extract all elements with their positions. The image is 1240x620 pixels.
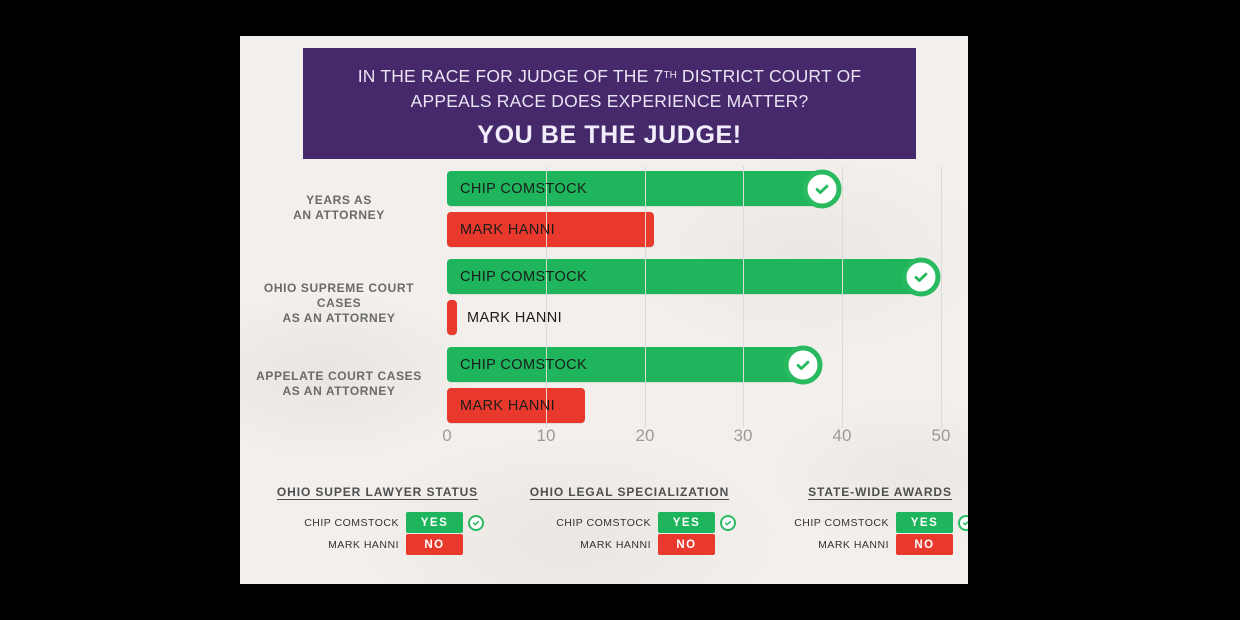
- category-label-line: YEARS AS: [306, 193, 372, 207]
- plot-area: CHIP COMSTOCK MARK HANNI CHIP COMSTOCK M…: [442, 164, 950, 459]
- table-row: CHIP COMSTOCK YES: [785, 512, 968, 533]
- candidate-name: MARK HANNI: [580, 538, 651, 551]
- header-question-line2: APPEALS RACE DOES EXPERIENCE MATTER?: [410, 91, 809, 111]
- bar-row-comstock-supreme: CHIP COMSTOCK: [447, 257, 941, 296]
- candidate-name: CHIP COMSTOCK: [304, 516, 399, 529]
- x-axis-tick-label: 0: [442, 426, 452, 445]
- category-label-line: AS AN ATTORNEY: [282, 311, 396, 325]
- candidate-name: CHIP COMSTOCK: [794, 516, 889, 529]
- checkmark-icon: [720, 514, 736, 531]
- bar-comstock-years: [447, 169, 842, 208]
- table-title: STATE-WIDE AWARDS: [808, 485, 952, 499]
- table-row: MARK HANNI NO: [270, 534, 485, 555]
- category-label-line: OHIO SUPREME COURT CASES: [263, 281, 415, 310]
- checkmark-icon: [802, 169, 842, 208]
- header-ordinal-superscript: TH: [663, 70, 677, 81]
- bar-label-chip-comstock: CHIP COMSTOCK: [460, 268, 588, 285]
- candidate-name: MARK HANNI: [328, 538, 399, 551]
- experience-bar-chart: YEARS AS AN ATTORNEY OHIO SUPREME COURT …: [240, 164, 968, 459]
- no-badge: NO: [896, 534, 953, 555]
- bar-label-chip-comstock: CHIP COMSTOCK: [460, 356, 588, 373]
- checkmark-icon: [958, 514, 968, 531]
- checkmark-icon: [901, 257, 941, 296]
- no-badge: NO: [406, 534, 463, 555]
- bar-row-comstock-appellate: CHIP COMSTOCK: [447, 345, 941, 384]
- bar-label-chip-comstock: CHIP COMSTOCK: [460, 180, 588, 197]
- header-banner: IN THE RACE FOR JUDGE OF THE 7TH DISTRIC…: [303, 48, 916, 159]
- table-title: OHIO LEGAL SPECIALIZATION: [529, 485, 730, 499]
- x-axis-tick-label: 10: [536, 426, 556, 445]
- table-legal-specialization: OHIO LEGAL SPECIALIZATION CHIP COMSTOCK …: [522, 485, 737, 556]
- infographic-canvas: IN THE RACE FOR JUDGE OF THE 7TH DISTRIC…: [240, 36, 968, 584]
- bar-row-comstock-years: CHIP COMSTOCK: [447, 169, 941, 208]
- table-state-wide-awards: STATE-WIDE AWARDS CHIP COMSTOCK YES MARK…: [785, 485, 968, 556]
- no-badge: NO: [658, 534, 715, 555]
- table-row: CHIP COMSTOCK YES: [270, 512, 485, 533]
- header-question-line1-text: IN THE RACE FOR JUDGE OF THE 7: [357, 66, 664, 86]
- bar-label-mark-hanni: MARK HANNI: [460, 397, 556, 414]
- gridline: [743, 166, 744, 428]
- category-label-years-attorney: YEARS AS AN ATTORNEY: [240, 193, 438, 223]
- yes-badge: YES: [896, 512, 953, 533]
- checkmark-icon: [783, 345, 823, 384]
- category-label-line: AN ATTORNEY: [293, 208, 385, 222]
- candidate-name: MARK HANNI: [818, 538, 889, 551]
- bar-hanni-supreme: [447, 300, 457, 335]
- header-tagline: YOU BE THE JUDGE!: [477, 121, 742, 149]
- bar-hanni-years: [447, 212, 655, 247]
- bar-row-hanni-appellate: MARK HANNI: [447, 388, 941, 423]
- header-question-line1: IN THE RACE FOR JUDGE OF THE 7TH DISTRIC…: [303, 64, 916, 89]
- yes-badge: YES: [406, 512, 463, 533]
- bar-row-hanni-supreme: MARK HANNI: [447, 300, 941, 335]
- checkmark-icon: [468, 514, 484, 531]
- x-axis-tick-label: 40: [832, 426, 852, 445]
- gridline: [645, 166, 646, 428]
- category-label-appellate-court-cases: APPELATE COURT CASES AS AN ATTORNEY: [240, 369, 438, 399]
- gridline: [546, 166, 547, 428]
- x-axis-tick-label: 20: [635, 426, 655, 445]
- candidate-name: CHIP COMSTOCK: [556, 516, 651, 529]
- table-super-lawyer-status: OHIO SUPER LAWYER STATUS CHIP COMSTOCK Y…: [270, 485, 485, 556]
- gridline: [842, 166, 843, 428]
- header-question-line1-suffix: DISTRICT COURT OF: [676, 66, 862, 86]
- category-label-line: AS AN ATTORNEY: [282, 384, 396, 398]
- bar-label-mark-hanni: MARK HANNI: [460, 221, 556, 238]
- table-row: MARK HANNI NO: [785, 534, 968, 555]
- table-title: OHIO SUPER LAWYER STATUS: [276, 485, 479, 499]
- gridline: [941, 166, 942, 428]
- bar-row-hanni-years: MARK HANNI: [447, 212, 941, 247]
- table-row: CHIP COMSTOCK YES: [522, 512, 737, 533]
- table-row: MARK HANNI NO: [522, 534, 737, 555]
- category-label-line: APPELATE COURT CASES: [256, 369, 422, 383]
- category-label-supreme-court-cases: OHIO SUPREME COURT CASES AS AN ATTORNEY: [240, 281, 438, 326]
- x-axis-tick-label: 30: [733, 426, 753, 445]
- yes-badge: YES: [658, 512, 715, 533]
- x-axis-tick-label: 50: [931, 426, 951, 445]
- bar-label-mark-hanni: MARK HANNI: [467, 309, 563, 326]
- bar-hanni-appellate: [447, 388, 586, 423]
